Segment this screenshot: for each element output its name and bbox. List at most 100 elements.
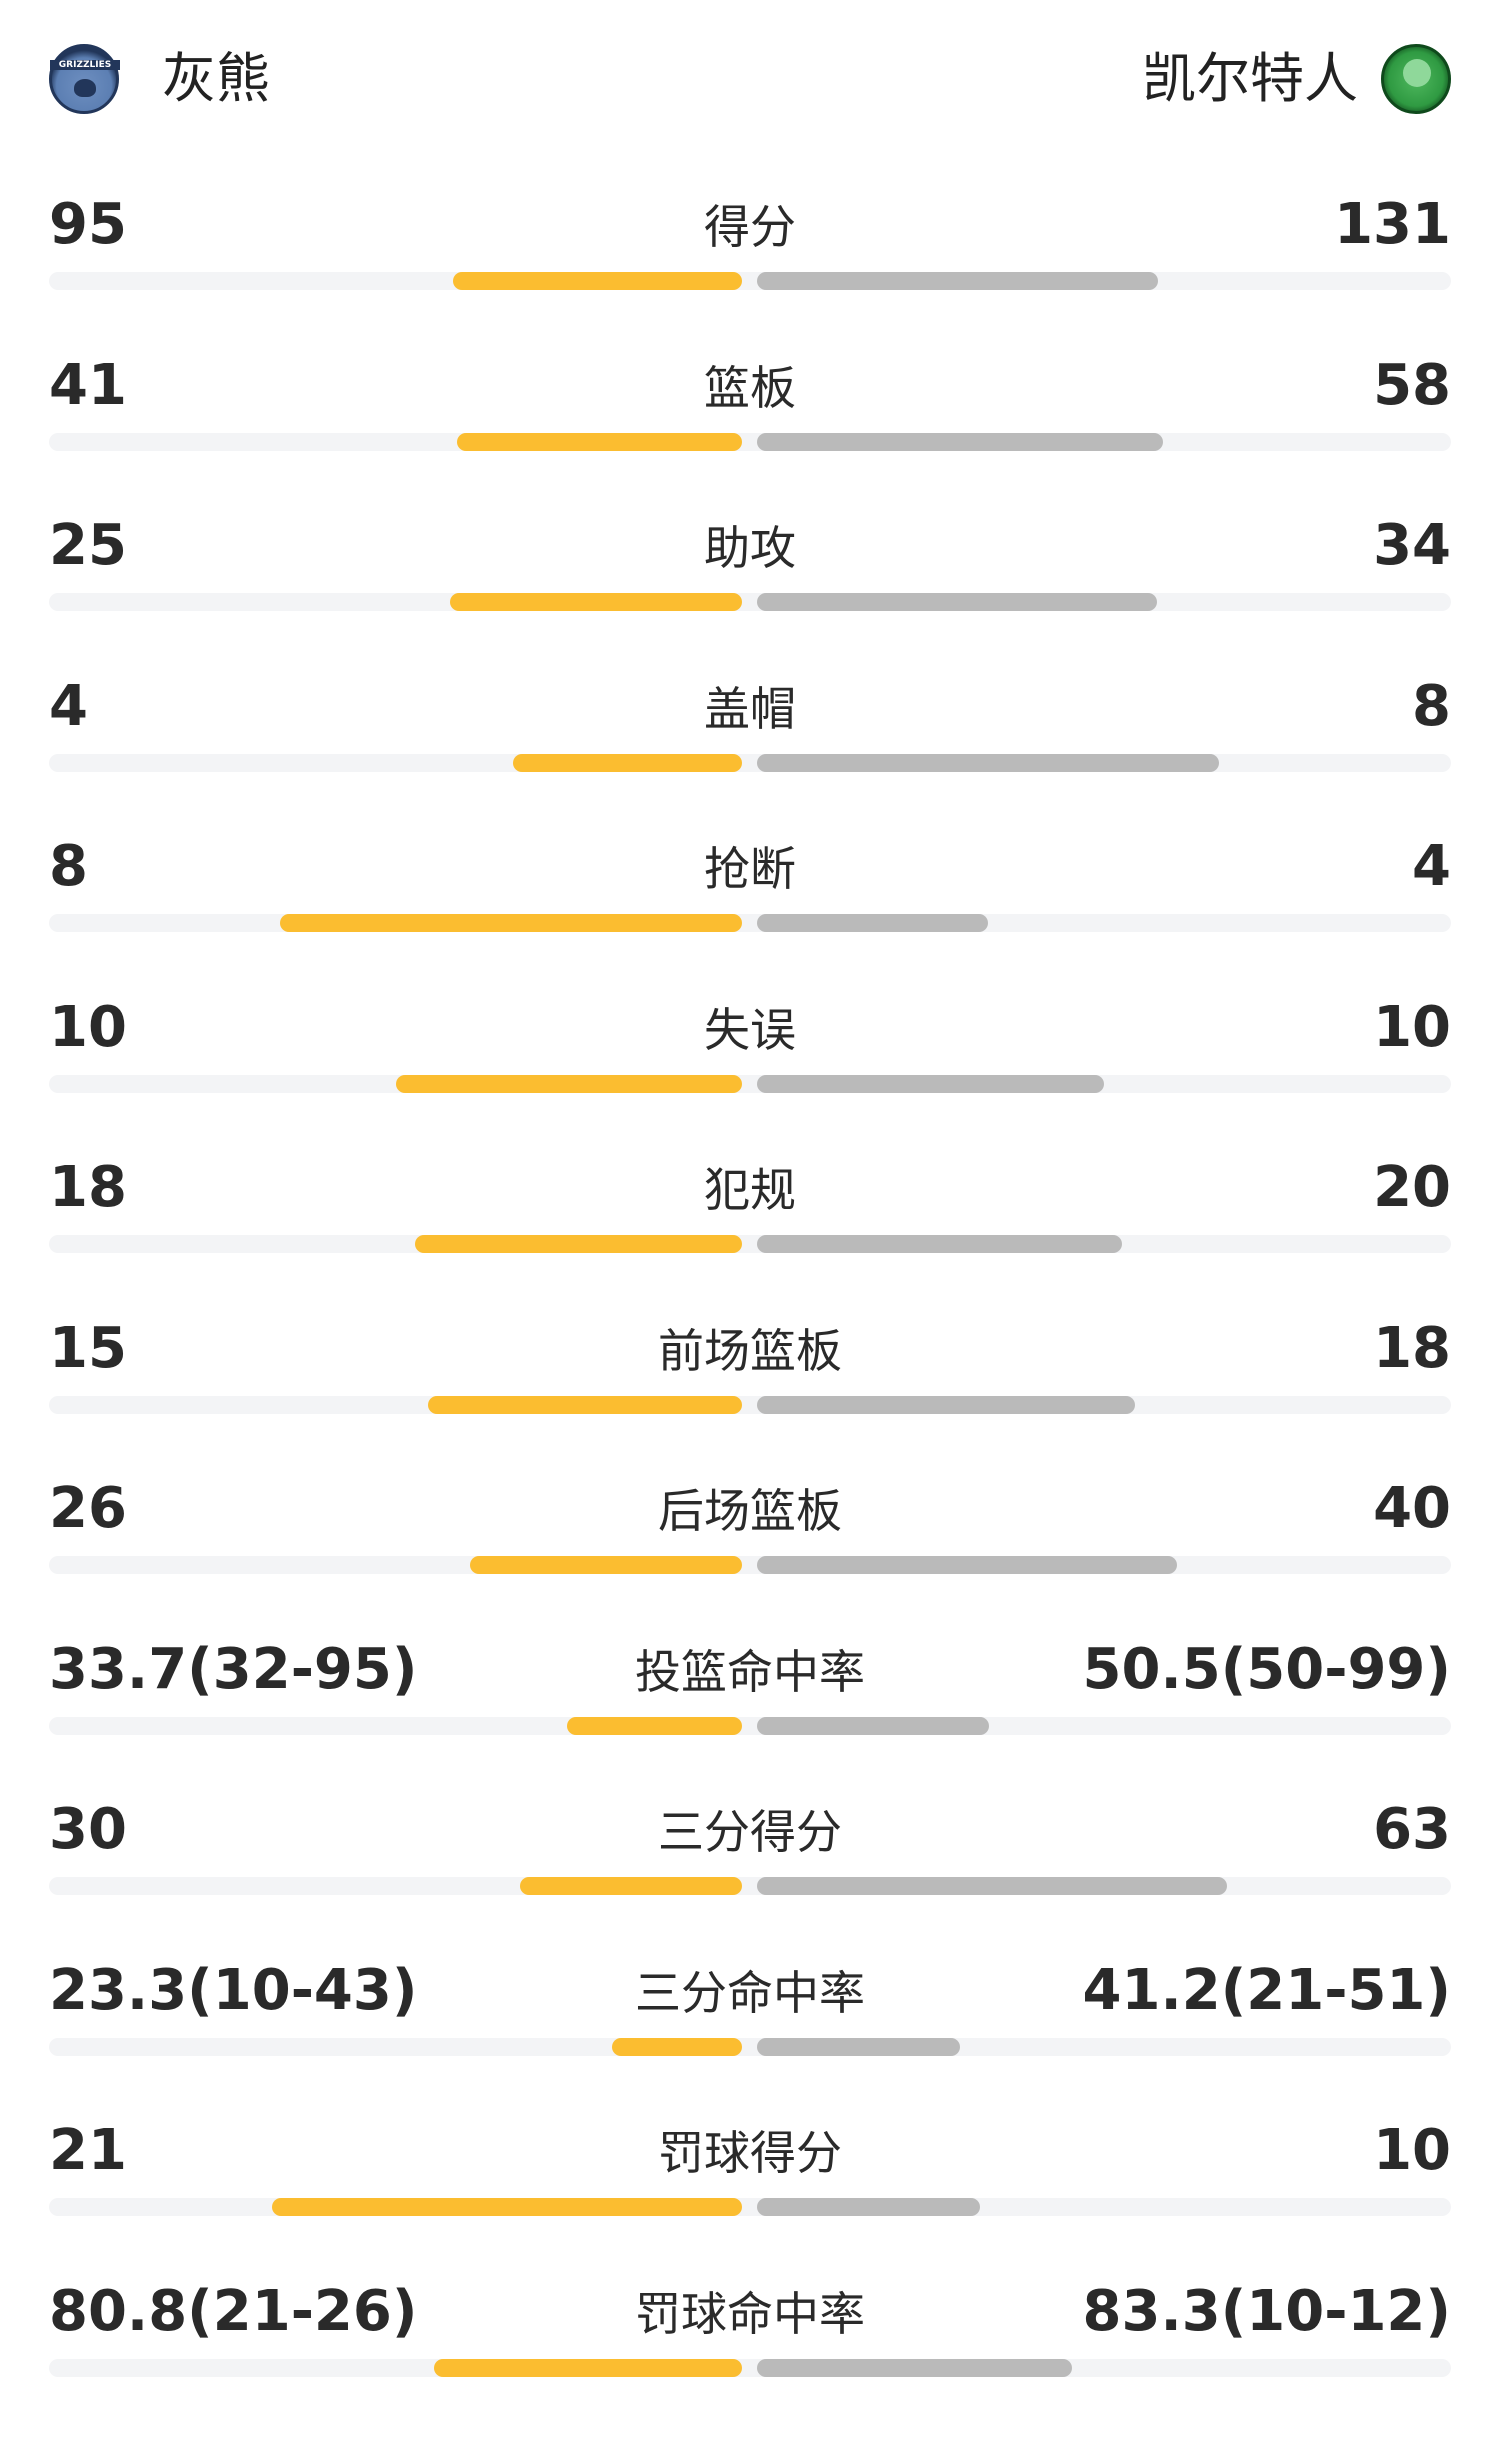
home-stat-bar xyxy=(611,2037,742,2056)
away-stat-bar xyxy=(757,1395,1136,1414)
away-stat-value: 83.3(10-12) xyxy=(1082,2278,1451,2344)
away-stat-bar xyxy=(757,593,1157,611)
home-stat-bar xyxy=(395,1074,742,1093)
stat-row: 10 失误 10 xyxy=(49,993,1451,1153)
stat-row: 4 盖帽 8 xyxy=(49,672,1451,832)
away-stat-value: 63 xyxy=(1373,1797,1451,1862)
home-stat-bar xyxy=(512,753,742,772)
stat-row: 41 篮板 58 xyxy=(49,351,1451,511)
home-stat-bar xyxy=(453,272,742,290)
stat-row: 80.8(21-26) 罚球命中率 83.3(10-12) xyxy=(49,2277,1451,2437)
stat-label: 篮板 xyxy=(704,360,796,415)
away-stat-value: 10 xyxy=(1373,2118,1451,2183)
away-stat-value: 41.2(21-51) xyxy=(1082,1957,1451,2023)
home-stat-bar xyxy=(567,1716,742,1735)
home-stat-value: 8 xyxy=(49,834,88,899)
stat-bar-track xyxy=(49,914,1451,932)
grizzlies-logo-icon: GRIZZLIES xyxy=(49,44,120,114)
stat-row: 18 犯规 20 xyxy=(49,1153,1451,1313)
away-stat-bar xyxy=(757,2198,981,2216)
home-stat-value: 15 xyxy=(49,1315,127,1381)
home-stat-bar xyxy=(434,2358,742,2377)
away-stat-bar xyxy=(757,1877,1227,1895)
home-team-name: 灰熊 xyxy=(162,47,270,110)
stat-label: 前场篮板 xyxy=(658,1323,842,1378)
home-stat-value: 25 xyxy=(49,513,127,578)
home-stat-value: 23.3(10-43) xyxy=(49,1957,418,2023)
stat-label: 投篮命中率 xyxy=(635,1644,865,1699)
stat-bar-track xyxy=(49,1877,1451,1895)
celtics-logo-icon xyxy=(1381,44,1451,114)
stat-row: 25 助攻 34 xyxy=(49,511,1451,671)
stat-bar-track xyxy=(49,2358,1451,2377)
away-stat-value: 50.5(50-99) xyxy=(1082,1636,1451,1702)
away-stat-value: 40 xyxy=(1373,1476,1451,1541)
away-stat-value: 34 xyxy=(1373,513,1451,578)
away-stat-value: 4 xyxy=(1412,834,1451,899)
away-stat-bar xyxy=(757,272,1159,290)
away-stat-bar xyxy=(757,1716,990,1735)
away-stat-bar xyxy=(757,2037,961,2056)
stat-label: 罚球得分 xyxy=(658,2126,842,2180)
stat-row: 33.7(32-95) 投篮命中率 50.5(50-99) xyxy=(49,1635,1451,1795)
home-stat-bar xyxy=(520,1877,742,1895)
home-stat-bar xyxy=(279,914,742,932)
away-stat-bar xyxy=(757,2358,1072,2377)
stat-bar-track xyxy=(49,1074,1451,1093)
stat-row: 8 抢断 4 xyxy=(49,832,1451,992)
stat-bar-track xyxy=(49,1556,1451,1574)
away-stat-bar xyxy=(757,1556,1177,1574)
away-stat-value: 8 xyxy=(1412,673,1451,739)
stat-bar-track xyxy=(49,1395,1451,1414)
stat-label: 盖帽 xyxy=(704,681,796,736)
stat-label: 助攻 xyxy=(704,521,796,575)
away-stat-value: 131 xyxy=(1334,192,1451,257)
stat-bar-track xyxy=(49,2037,1451,2056)
stat-row: 26 后场篮板 40 xyxy=(49,1474,1451,1634)
home-stat-value: 26 xyxy=(49,1476,127,1541)
team-header: GRIZZLIES 灰熊 凯尔特人 xyxy=(0,0,1500,160)
stat-bar-track xyxy=(49,1235,1451,1253)
away-stat-bar xyxy=(757,432,1164,451)
stat-bar-track xyxy=(49,432,1451,451)
home-stat-bar xyxy=(449,593,742,611)
stat-label: 得分 xyxy=(704,200,796,254)
stat-row: 30 三分得分 63 xyxy=(49,1795,1451,1955)
home-stat-value: 41 xyxy=(49,352,127,418)
stat-row: 15 前场篮板 18 xyxy=(49,1314,1451,1474)
away-stat-bar xyxy=(757,1074,1104,1093)
home-stat-value: 18 xyxy=(49,1155,127,1220)
home-stat-bar xyxy=(414,1235,742,1253)
stat-row: 21 罚球得分 10 xyxy=(49,2116,1451,2276)
stat-label: 罚球命中率 xyxy=(635,2286,865,2341)
home-stat-bar xyxy=(428,1395,742,1414)
away-stat-bar xyxy=(757,914,988,932)
away-stat-value: 18 xyxy=(1373,1315,1451,1381)
stat-label: 犯规 xyxy=(704,1163,796,1217)
stat-bar-track xyxy=(49,753,1451,772)
home-stat-value: 95 xyxy=(49,192,127,257)
stat-label: 三分得分 xyxy=(658,1805,842,1859)
away-team-name: 凯尔特人 xyxy=(1142,47,1358,110)
away-stat-bar xyxy=(757,1235,1122,1253)
stat-label: 三分命中率 xyxy=(635,1965,865,2020)
stat-bar-track xyxy=(49,272,1451,290)
home-stat-value: 30 xyxy=(49,1797,127,1862)
away-stat-bar xyxy=(757,753,1220,772)
away-stat-value: 58 xyxy=(1373,352,1451,418)
stat-bar-track xyxy=(49,1716,1451,1735)
stat-label: 抢断 xyxy=(704,842,796,896)
home-stat-value: 80.8(21-26) xyxy=(49,2278,418,2344)
stat-label: 失误 xyxy=(704,1002,796,1057)
away-stat-value: 10 xyxy=(1373,994,1451,1060)
home-stat-bar xyxy=(272,2198,742,2216)
home-stat-bar xyxy=(469,1556,742,1574)
stat-bar-track xyxy=(49,2198,1451,2216)
stat-bar-track xyxy=(49,593,1451,611)
home-stat-value: 33.7(32-95) xyxy=(49,1636,418,1702)
home-stat-value: 10 xyxy=(49,994,127,1060)
stat-label: 后场篮板 xyxy=(658,1484,842,1538)
home-stat-value: 21 xyxy=(49,2118,127,2183)
home-stat-bar xyxy=(457,432,742,451)
away-stat-value: 20 xyxy=(1373,1155,1451,1220)
